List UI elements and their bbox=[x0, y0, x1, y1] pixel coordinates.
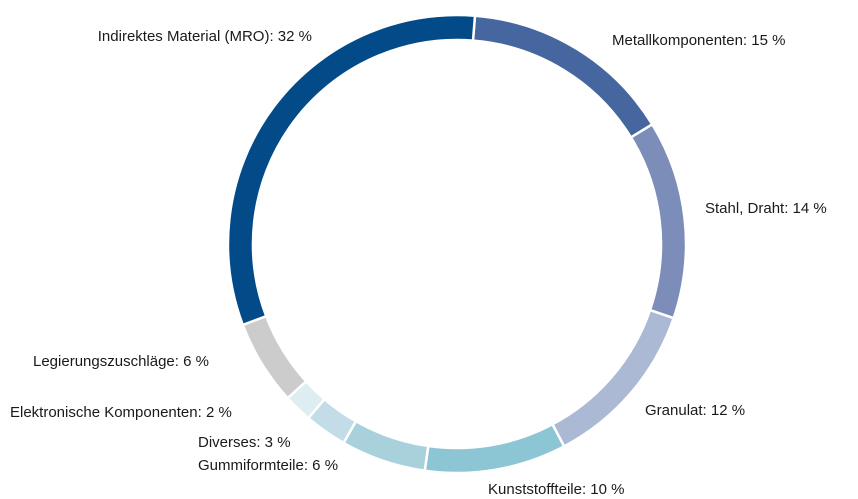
donut-segment bbox=[341, 419, 430, 473]
donut-segment bbox=[241, 314, 308, 400]
segment-label: Gummiformteile: 6 % bbox=[198, 457, 338, 474]
donut-segment bbox=[226, 13, 477, 327]
donut-segment bbox=[423, 422, 566, 475]
segment-label: Elektronische Komponenten: 2 % bbox=[10, 404, 232, 421]
donut-segment bbox=[550, 308, 676, 449]
segment-label: Stahl, Draht: 14 % bbox=[705, 200, 827, 217]
segment-label: Metallkomponenten: 15 % bbox=[612, 32, 785, 49]
segment-label: Indirektes Material (MRO): 32 % bbox=[98, 28, 312, 45]
donut-segment bbox=[629, 122, 688, 320]
segment-label: Legierungszuschläge: 6 % bbox=[33, 353, 209, 370]
segment-label: Granulat: 12 % bbox=[645, 402, 745, 419]
segment-label: Diverses: 3 % bbox=[198, 434, 291, 451]
segment-label: Kunststoffteile: 10 % bbox=[488, 481, 624, 498]
